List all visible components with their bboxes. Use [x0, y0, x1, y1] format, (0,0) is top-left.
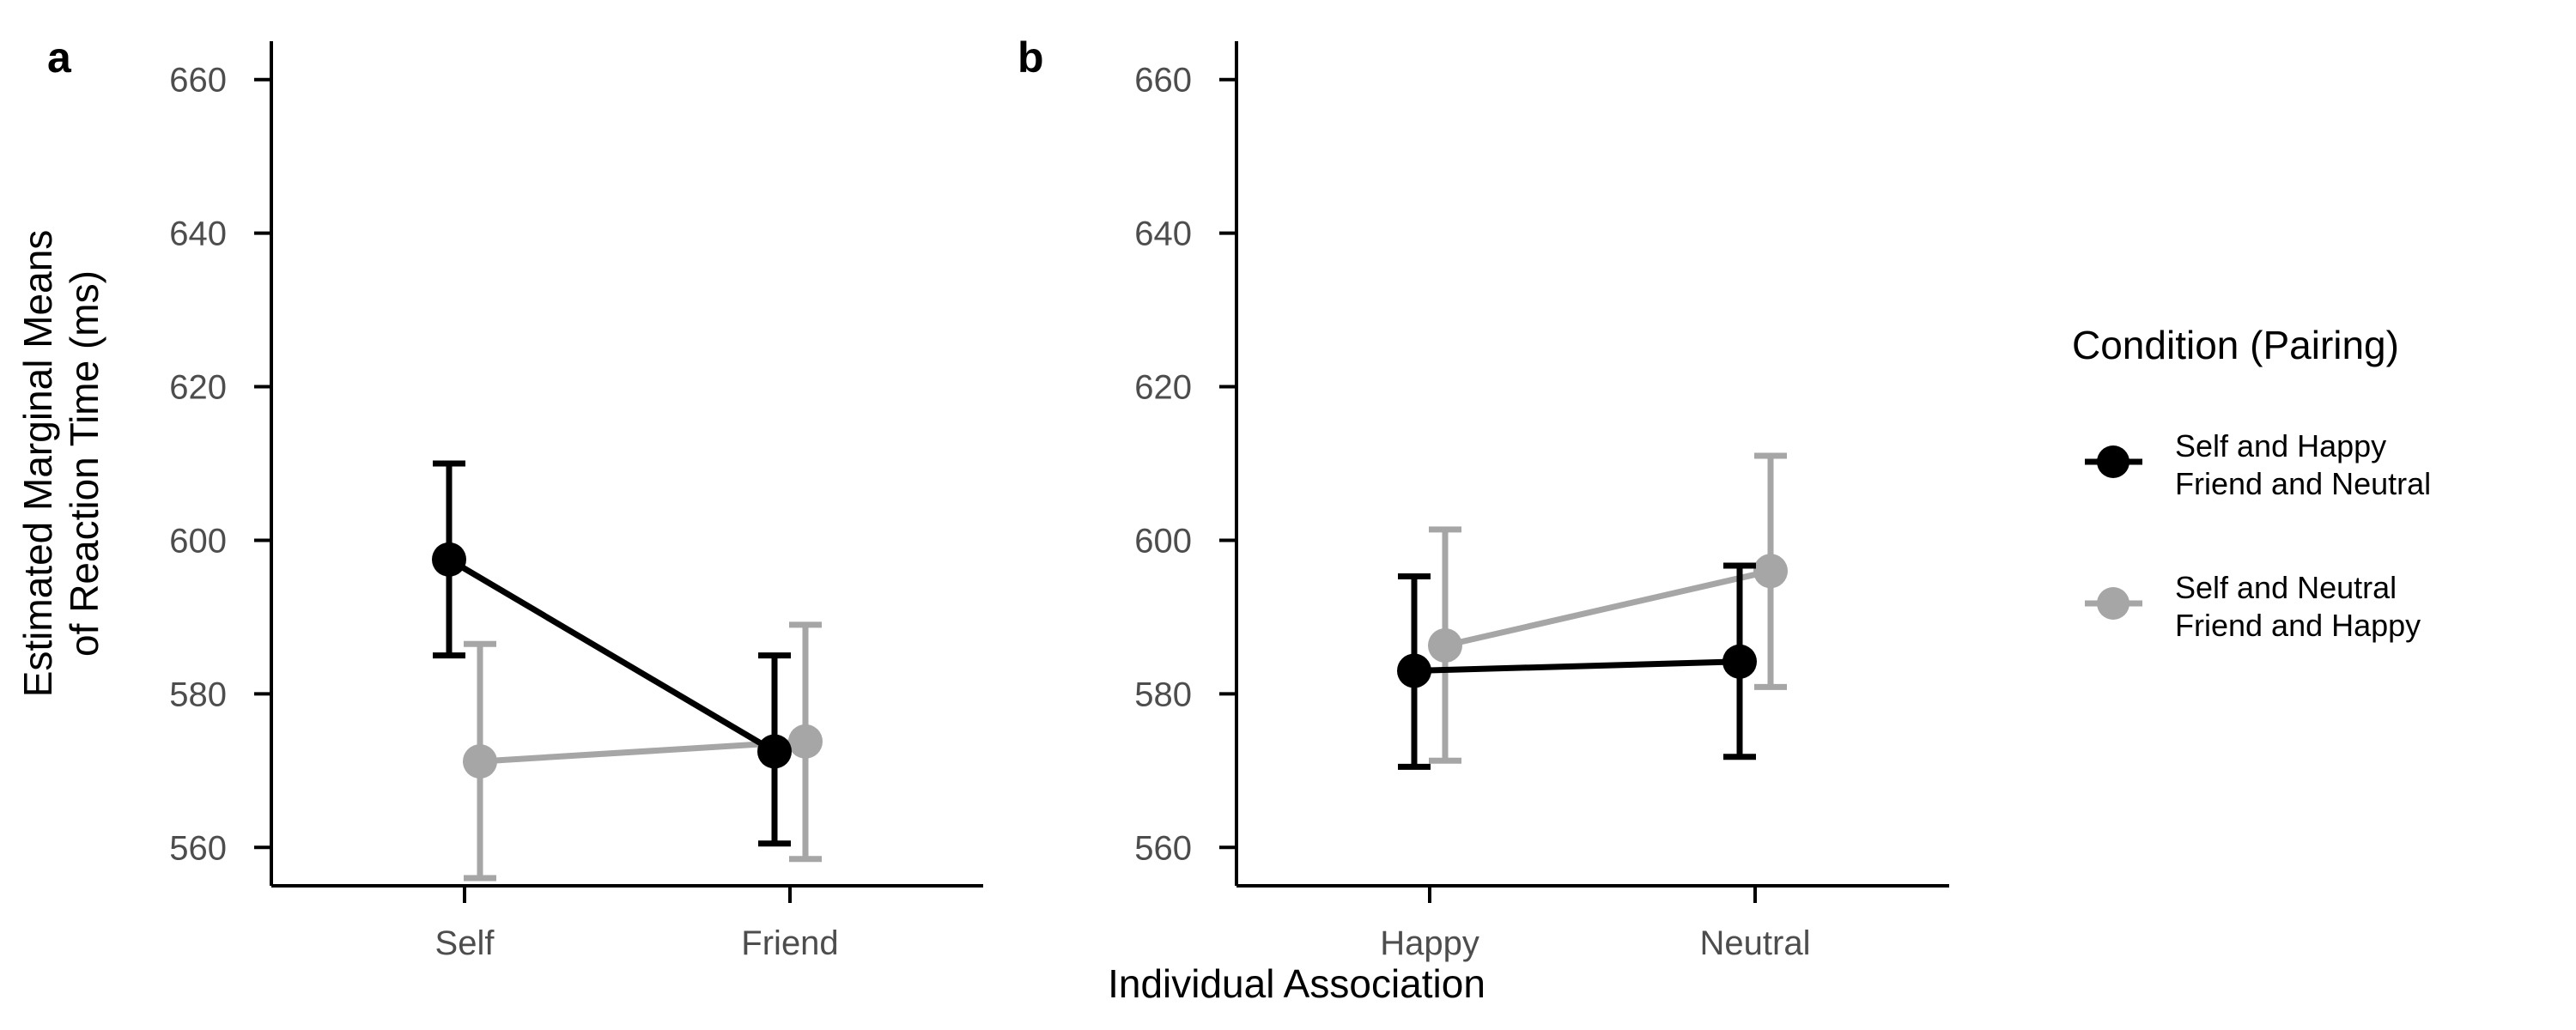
data-point [757, 734, 792, 769]
panel-b: b 560 580 600 620 640 660 Happy Neutral [1018, 33, 1949, 962]
x-tick-label: Self [435, 924, 495, 962]
data-point [1753, 554, 1788, 589]
y-tick-label: 580 [1134, 676, 1192, 713]
legend-item-line1: Self and Happy [2175, 428, 2386, 464]
y-tick-label: 600 [1134, 522, 1192, 560]
x-tick-label: Neutral [1700, 924, 1811, 962]
y-tick-label: 640 [1134, 215, 1192, 253]
x-tick-label: Friend [741, 924, 838, 962]
y-tick-label: 560 [169, 829, 227, 867]
legend-item-line2: Friend and Neutral [2175, 466, 2431, 501]
panel-letter: b [1018, 33, 1044, 82]
legend-item-line2: Friend and Happy [2175, 608, 2421, 643]
data-point [1428, 628, 1462, 663]
y-tick-label: 620 [169, 369, 227, 407]
panel-letter: a [47, 33, 72, 82]
legend-key-marker [2097, 587, 2129, 620]
y-tick-label: 660 [1134, 62, 1192, 100]
legend-key-marker [2097, 445, 2129, 478]
y-tick-label: 640 [169, 215, 227, 253]
legend-item: Self and Happy Friend and Neutral [2085, 428, 2431, 501]
x-tick-label: Happy [1380, 924, 1479, 962]
series-line [1444, 567, 1771, 649]
y-tick-label: 660 [169, 62, 227, 100]
legend-item-line1: Self and Neutral [2175, 570, 2397, 605]
y-axis-title: Estimated Marginal Means of Reaction Tim… [15, 230, 106, 698]
y-tick-label: 620 [1134, 369, 1192, 407]
series-line [447, 556, 776, 754]
data-point [788, 724, 823, 759]
x-axis-title: Individual Association [1108, 961, 1485, 1006]
panel-a: a 560 580 600 620 640 660 Self Friend [47, 33, 983, 962]
series-line [479, 738, 806, 765]
data-point [432, 542, 466, 577]
y-tick-label: 580 [169, 676, 227, 713]
legend-title: Condition (Pairing) [2072, 323, 2399, 367]
y-axis-title-line2: of Reaction Time (ms) [62, 270, 106, 657]
data-point [1722, 644, 1757, 679]
y-tick-label: 560 [1134, 829, 1192, 867]
y-axis-title-line1: Estimated Marginal Means [15, 230, 60, 698]
series-line [1413, 658, 1741, 675]
data-point [463, 744, 497, 779]
legend: Condition (Pairing) Self and Happy Frien… [2072, 323, 2431, 643]
data-point [1397, 653, 1431, 688]
legend-item: Self and Neutral Friend and Happy [2085, 570, 2421, 643]
y-tick-label: 600 [169, 522, 227, 560]
